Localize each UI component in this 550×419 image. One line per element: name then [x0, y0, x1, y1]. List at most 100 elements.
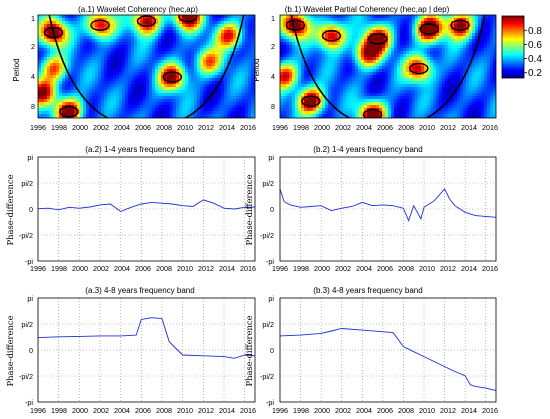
heatmap-cell [95, 42, 99, 46]
heatmap-cell [280, 81, 284, 85]
heatmap-cell [313, 93, 317, 97]
panel-a3-xtick-2008: 2008 [156, 406, 172, 415]
heatmap-cell [113, 90, 117, 94]
heatmap-cell [316, 72, 320, 76]
heatmap-cell [331, 63, 335, 67]
heatmap-cell [289, 105, 293, 109]
heatmap-cell [128, 108, 132, 112]
heatmap-cell [415, 30, 419, 34]
heatmap-cell [481, 87, 485, 91]
heatmap-cell [122, 93, 126, 97]
heatmap-cell [493, 57, 496, 61]
heatmap-cell [77, 18, 81, 22]
heatmap-cell [448, 18, 452, 22]
heatmap-cell [400, 57, 404, 61]
heatmap-cell [161, 63, 165, 67]
heatmap-cell [352, 48, 356, 52]
heatmap-cell [122, 105, 126, 109]
heatmap-cell [304, 90, 308, 94]
heatmap-cell [364, 84, 368, 88]
heatmap-cell [161, 87, 165, 91]
heatmap-cell [412, 15, 416, 19]
heatmap-cell [209, 15, 213, 19]
heatmap-cell [62, 102, 66, 106]
heatmap-cell [433, 72, 437, 76]
heatmap-cell [331, 69, 335, 73]
heatmap-cell [62, 72, 66, 76]
heatmap-cell [224, 72, 228, 76]
heatmap-cell [53, 30, 57, 34]
heatmap-cell [221, 93, 225, 97]
heatmap-cell [340, 30, 344, 34]
heatmap-cell [481, 39, 485, 43]
heatmap-cell [436, 33, 440, 37]
heatmap-cell [140, 30, 144, 34]
heatmap-cell [98, 36, 102, 40]
heatmap-cell [221, 66, 225, 70]
heatmap-cell [44, 42, 48, 46]
heatmap-cell [140, 93, 144, 97]
heatmap-cell [137, 81, 141, 85]
heatmap-cell [92, 114, 96, 118]
heatmap-cell [59, 18, 63, 22]
panel-a2-xtick-2002: 2002 [93, 264, 109, 273]
heatmap-cell [400, 84, 404, 88]
heatmap-cell [319, 27, 323, 31]
heatmap-cell [158, 24, 162, 28]
heatmap-cell [74, 36, 78, 40]
heatmap-cell [134, 93, 138, 97]
heatmap-cell [125, 57, 129, 61]
heatmap-cell [283, 96, 287, 100]
heatmap-cell [227, 33, 231, 37]
heatmap-cell [292, 42, 296, 46]
heatmap-cell [140, 39, 144, 43]
heatmap-cell [298, 84, 302, 88]
heatmap-cell [298, 15, 302, 19]
heatmap-cell [245, 18, 249, 22]
heatmap-cell [182, 39, 186, 43]
heatmap-cell [242, 102, 246, 106]
heatmap-cell [307, 39, 311, 43]
heatmap-cell [451, 81, 455, 85]
heatmap-cell [472, 60, 476, 64]
panel-b3-xtick-1998: 1998 [293, 406, 309, 415]
heatmap-cell [283, 63, 287, 67]
heatmap-cell [215, 33, 219, 37]
heatmap-cell [212, 24, 216, 28]
heatmap-cell [173, 54, 177, 58]
heatmap-cell [472, 21, 476, 25]
heatmap-cell [158, 93, 162, 97]
panel-b1-xtick-1998: 1998 [293, 123, 309, 132]
heatmap-cell [439, 81, 443, 85]
heatmap-cell [307, 30, 311, 34]
heatmap-cell [493, 42, 496, 46]
heatmap-cell [334, 27, 338, 31]
heatmap-cell [283, 27, 287, 31]
heatmap-cell [197, 48, 201, 52]
heatmap-cell [155, 60, 159, 64]
heatmap-cell [149, 66, 153, 70]
heatmap-cell [182, 117, 186, 118]
heatmap-cell [415, 75, 419, 79]
heatmap-cell [466, 30, 470, 34]
heatmap-cell [188, 78, 192, 82]
heatmap-cell [466, 60, 470, 64]
heatmap-cell [167, 48, 171, 52]
heatmap-cell [227, 45, 231, 49]
heatmap-cell [388, 24, 392, 28]
heatmap-cell [286, 96, 290, 100]
heatmap-cell [349, 48, 353, 52]
heatmap-cell [50, 93, 54, 97]
heatmap-cell [454, 78, 458, 82]
heatmap-cell [59, 99, 63, 103]
heatmap-cell [307, 66, 311, 70]
heatmap-cell [251, 93, 255, 97]
heatmap-cell [376, 48, 380, 52]
heatmap-cell [131, 108, 135, 112]
panel-a2-ytick-pi: pi [27, 153, 33, 162]
heatmap-cell [113, 30, 117, 34]
heatmap-cell [95, 60, 99, 64]
heatmap-cell [218, 90, 222, 94]
heatmap-cell [430, 87, 434, 91]
heatmap-cell [310, 57, 314, 61]
